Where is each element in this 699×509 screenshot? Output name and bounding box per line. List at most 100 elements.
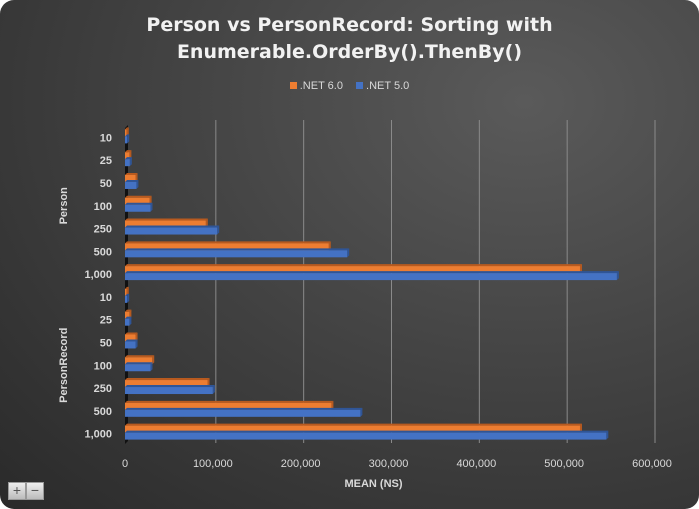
bar-side — [212, 385, 215, 395]
bar-side — [136, 179, 139, 189]
category-label: 25 — [100, 155, 112, 167]
category-label: 50 — [100, 337, 112, 349]
x-tick-label: 600,000 — [632, 458, 672, 470]
bar-net6 — [125, 425, 580, 433]
bar-top — [125, 264, 582, 267]
bar-side — [149, 195, 152, 205]
bar-net5 — [125, 250, 348, 258]
bar-top — [125, 316, 132, 319]
bar-side — [328, 241, 331, 251]
bar-top — [125, 172, 138, 175]
bar-side — [579, 423, 582, 433]
bar-side — [152, 355, 155, 365]
legend-swatch-net6 — [289, 82, 297, 89]
bar-net5 — [125, 159, 130, 167]
zoom-controls: + − — [8, 482, 44, 500]
bar-top — [125, 157, 132, 160]
bar-net6 — [125, 402, 332, 410]
bar-side — [150, 362, 153, 372]
category-label: 500 — [94, 246, 112, 258]
x-tick-label: 0 — [122, 458, 128, 470]
bar-side — [126, 127, 129, 137]
zoom-in-button[interactable]: + — [8, 482, 26, 500]
bar-top — [125, 332, 138, 335]
title-line-2: Enumerable.OrderBy().ThenBy() — [176, 41, 523, 63]
bar-side — [217, 225, 220, 235]
bar-net6 — [125, 334, 136, 342]
category-label: 100 — [94, 360, 112, 372]
category-label: 250 — [94, 383, 112, 395]
category-label: 1,000 — [84, 429, 112, 441]
bar-net6 — [125, 174, 136, 182]
legend-item-net6: .NET 6.0 — [289, 80, 343, 92]
category-label: 10 — [100, 292, 112, 304]
bar-side — [360, 407, 363, 417]
bar-side — [135, 172, 138, 182]
x-tick-label: 100,000 — [193, 458, 233, 470]
bar-top — [125, 271, 619, 274]
bar-top — [125, 241, 331, 244]
bar-top — [125, 202, 153, 205]
bar-net6 — [125, 357, 153, 365]
bar-net6 — [125, 288, 127, 296]
legend: .NET 6.0 .NET 5.0 — [0, 80, 699, 92]
bar-top — [125, 355, 155, 358]
bar-top — [125, 179, 139, 182]
bar-top — [125, 423, 582, 426]
bar-side — [129, 157, 132, 167]
bar-top — [125, 378, 210, 381]
bar-side — [127, 293, 130, 303]
bar-top — [125, 150, 132, 153]
zoom-out-button[interactable]: − — [26, 482, 44, 500]
bar-side — [129, 316, 132, 326]
bar-side — [606, 430, 609, 440]
bar-net6 — [125, 129, 127, 137]
bar-net5 — [125, 432, 607, 440]
bar-net6 — [125, 266, 580, 274]
x-tick-label: 400,000 — [456, 458, 496, 470]
bar-top — [125, 400, 334, 403]
bar-top — [125, 127, 129, 130]
bar-net5 — [125, 341, 136, 349]
chart-title: Person vs PersonRecord: Sorting with Enu… — [0, 12, 699, 66]
legend-label: .NET 6.0 — [299, 80, 343, 92]
bar-top — [125, 362, 153, 365]
bar-side — [347, 248, 350, 258]
bar-top — [125, 195, 152, 198]
category-label: 50 — [100, 178, 112, 190]
bar-net5 — [125, 204, 151, 212]
bar-net6 — [125, 197, 150, 205]
x-tick-label: 300,000 — [369, 458, 409, 470]
bar-net6 — [125, 243, 329, 251]
bar-side — [129, 309, 132, 319]
bar-side — [126, 286, 129, 296]
category-label: 25 — [100, 315, 112, 327]
bar-net5 — [125, 227, 218, 235]
bar-net6 — [125, 311, 130, 319]
x-axis-title: MEAN (NS) — [344, 478, 402, 490]
bar-top — [125, 248, 350, 251]
y-axis-wall — [125, 125, 128, 444]
bar-net5 — [125, 364, 151, 372]
bar-top — [125, 385, 215, 388]
x-tick-label: 200,000 — [281, 458, 321, 470]
bar-top — [125, 218, 208, 221]
bar-net5 — [125, 273, 617, 281]
bar-side — [135, 339, 138, 349]
bar-net6 — [125, 220, 206, 228]
category-label: 100 — [94, 201, 112, 213]
bar-net5 — [125, 136, 128, 144]
group-label: PersonRecord — [58, 328, 70, 403]
bar-net5 — [125, 387, 213, 395]
bar-side — [579, 264, 582, 274]
bar-top — [125, 339, 138, 342]
bar-side — [207, 378, 210, 388]
bar-top — [125, 407, 363, 410]
bar-top — [125, 293, 130, 296]
bar-top — [125, 430, 609, 433]
bar-side — [150, 202, 153, 212]
bar-top — [125, 134, 130, 137]
bar-net5 — [125, 295, 128, 303]
